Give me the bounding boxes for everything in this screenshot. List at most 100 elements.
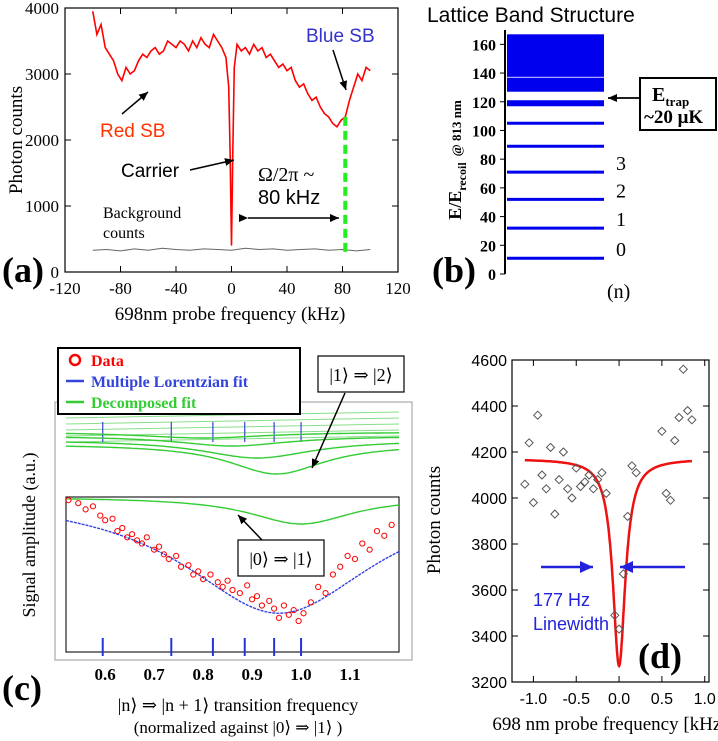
b-ytick-label: 60	[480, 181, 496, 198]
data-point	[75, 500, 82, 507]
data-point	[248, 596, 256, 603]
a-xtick-label: -80	[109, 279, 132, 298]
omega-label: Ω/2π ~	[258, 164, 315, 186]
data-point	[280, 602, 288, 609]
panel-b-label: (b)	[432, 250, 476, 290]
data-point	[155, 543, 163, 550]
blue-sb-label: Blue SB	[306, 26, 375, 47]
panel-a: -120 -80 -40 0 40 80 120 0 1000 2000 3000 4000 698…	[2, 0, 411, 325]
data-point	[224, 577, 231, 584]
legend-data-marker	[68, 353, 82, 367]
data-point	[219, 583, 226, 591]
c-xtick-label: 0.8	[192, 665, 213, 684]
band-axis-n-label: (n)	[607, 281, 630, 303]
a-ytick-label: 2000	[25, 131, 59, 150]
decomposed-fit-curve	[65, 498, 400, 525]
b-ytick-label: 160	[472, 37, 496, 54]
etrap-label: Etrap	[652, 84, 689, 109]
c-xtick-label: 0.9	[241, 665, 262, 684]
state-label-top-box	[317, 355, 405, 393]
data-point	[532, 410, 543, 420]
data-point	[114, 528, 121, 535]
decomposed-fit-curve	[65, 436, 400, 447]
data-point	[627, 461, 637, 471]
blue-sb-arrow	[332, 49, 348, 91]
a-xtick-label: 80	[334, 279, 351, 298]
data-point	[344, 552, 351, 560]
data-point	[554, 474, 564, 485]
a-ytick-label: 4000	[25, 0, 59, 18]
panel-d: -1.0 -0.5 0.0 0.5 1.0 3200 3400 3600 3800 4000 42…	[424, 353, 718, 735]
panel-c-label: (c)	[2, 668, 42, 708]
band-level-label: 3	[616, 153, 626, 175]
photon-counts-line	[91, 11, 371, 246]
state-top-arrow	[311, 392, 346, 469]
panel-c-frame	[54, 401, 413, 661]
data-point	[214, 579, 221, 586]
data-point	[597, 467, 607, 478]
continuum-band	[507, 34, 604, 92]
data-point	[520, 479, 530, 489]
a-ytick-label: 3000	[25, 65, 59, 84]
data-point	[674, 412, 684, 423]
d-ytick-label: 3400	[471, 629, 507, 646]
data-point	[588, 484, 599, 494]
carrier-label: Carrier	[121, 161, 180, 182]
data-point	[258, 602, 265, 609]
etrap-value: ~20 μK	[644, 107, 703, 128]
c-xtick-label: 0.6	[95, 665, 116, 684]
data-point	[143, 534, 150, 541]
data-point	[124, 534, 131, 541]
data-point	[631, 467, 641, 478]
data-point	[622, 511, 633, 522]
data-point	[537, 470, 547, 480]
d-ytick-label: 3200	[471, 675, 507, 692]
data-point	[575, 481, 586, 492]
panel-a-xlabel: 698nm probe frequency (kHz)	[115, 304, 346, 325]
data-point	[200, 576, 207, 583]
decomposed-component-line	[65, 423, 400, 431]
data-point	[195, 568, 202, 575]
state-label-bottom-box	[237, 539, 325, 577]
data-point	[275, 614, 283, 622]
a-ytick-label: 1000	[25, 197, 59, 216]
d-ytick-label: 3800	[471, 537, 507, 554]
data-point	[151, 546, 158, 553]
data-point	[300, 610, 307, 617]
data-point	[558, 447, 569, 457]
a-xtick-label: 40	[279, 279, 296, 298]
data-point	[271, 605, 278, 612]
panel-b-title: Lattice Band Structure	[427, 4, 635, 27]
linewidth-value: 177 Hz	[533, 590, 590, 610]
data-point	[687, 415, 697, 425]
data-point	[290, 607, 297, 614]
data-point	[545, 442, 556, 453]
data-point	[207, 571, 214, 578]
d-ytick-label: 4200	[471, 445, 507, 462]
panel-b-ylabel: E/Erecoil @ 813 nm	[445, 100, 469, 220]
etrap-box	[639, 77, 717, 131]
panel-b-ylabel-main: E/E	[445, 191, 465, 220]
data-point	[253, 593, 261, 600]
data-point	[89, 503, 97, 510]
panel-a-ylabel: Photon counts	[6, 86, 27, 194]
data-point	[185, 562, 192, 569]
decomposed-fit-curve	[66, 432, 399, 439]
state-label-top: |1⟩ ⇒ |2⟩	[329, 365, 392, 385]
panel-d-frame	[511, 359, 710, 683]
decomposed-component-line	[65, 435, 400, 443]
data-point	[129, 531, 136, 538]
state-label-bottom: |0⟩ ⇒ |1⟩	[249, 549, 312, 569]
d-xtick-label: 1.0	[694, 691, 716, 708]
d-ytick-label: 4400	[471, 399, 507, 416]
b-ytick-label: 100	[472, 123, 496, 140]
legend-decomposed-label: Decomposed fit	[91, 395, 197, 412]
panel-d-ylabel: Photon counts	[424, 466, 445, 574]
data-point	[592, 474, 603, 485]
c-xtick-label: 0.7	[144, 665, 166, 684]
data-point	[244, 582, 251, 589]
a-xtick-label: -40	[165, 279, 188, 298]
legend-lorentzian-label: Multiple Lorentzian fit	[91, 374, 249, 391]
d-xtick-label: 0.5	[651, 691, 673, 708]
band-level-label: 2	[616, 180, 626, 202]
